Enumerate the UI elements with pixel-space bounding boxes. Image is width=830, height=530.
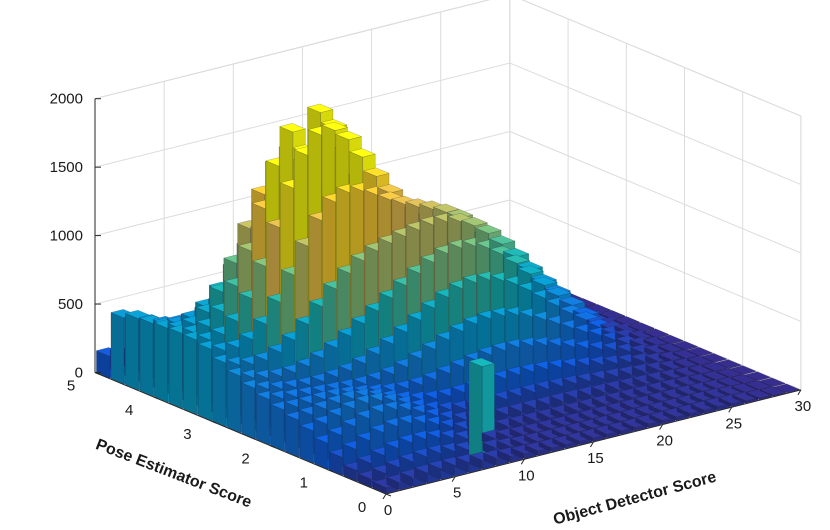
x-tick-label: 0 [384, 502, 392, 519]
x-tick-mark [659, 424, 664, 430]
x-tick-mark [520, 459, 525, 465]
histogram-bar [593, 425, 621, 439]
y-tick-label: 5 [67, 378, 75, 395]
z-gridline-side [521, 0, 802, 117]
x-tick-label: 10 [518, 467, 535, 484]
y-tick-mark [385, 493, 392, 497]
histogram-bar [642, 328, 670, 339]
histogram-bar [729, 365, 757, 375]
y-axis-label: Pose Estimator Score [93, 436, 254, 511]
x-tick-label: 5 [453, 485, 461, 502]
y-tick-label: 0 [358, 499, 366, 516]
y-tick-mark [211, 420, 217, 424]
histogram-bar [773, 383, 801, 394]
z-gridline-side [509, 199, 802, 322]
y-tick-mark [153, 396, 159, 400]
histogram-bar [690, 400, 718, 414]
x-tick-label: 30 [795, 398, 812, 415]
y-tick-label: 2 [241, 450, 249, 467]
x-axis-label: Object Detector Score [551, 469, 718, 529]
bars-layer [95, 103, 801, 494]
x-tick-label: 25 [725, 415, 742, 432]
histogram-bar [656, 334, 684, 345]
histogram-bar [718, 394, 745, 408]
x-tick-mark [797, 389, 802, 396]
z-tick-label: 1500 [50, 159, 83, 176]
y-tick-label: 4 [125, 402, 133, 419]
x-tick-label: 15 [587, 450, 604, 467]
y-tick-label: 1 [300, 475, 308, 492]
z-tick-label: 500 [58, 296, 83, 313]
histogram-bar [745, 389, 773, 401]
z-tick-label: 2000 [50, 91, 83, 108]
x-tick-mark [590, 441, 594, 448]
histogram-bar [759, 386, 787, 397]
z-tick-label: 1000 [50, 228, 83, 245]
histogram-bar [744, 371, 771, 382]
y-axis-line [94, 372, 387, 495]
x-tick-mark [451, 476, 456, 482]
z-gridline-side [509, 131, 802, 254]
y-tick-mark [327, 469, 333, 473]
histogram-bar [686, 347, 713, 357]
x-tick-mark [728, 406, 733, 413]
z-tick-label: 0 [75, 365, 83, 382]
y-tick-mark [269, 444, 275, 448]
y-tick-label: 3 [183, 426, 191, 443]
x-tick-mark [382, 493, 387, 500]
x-tick-label: 20 [656, 433, 673, 450]
z-gridline-side [509, 62, 802, 186]
